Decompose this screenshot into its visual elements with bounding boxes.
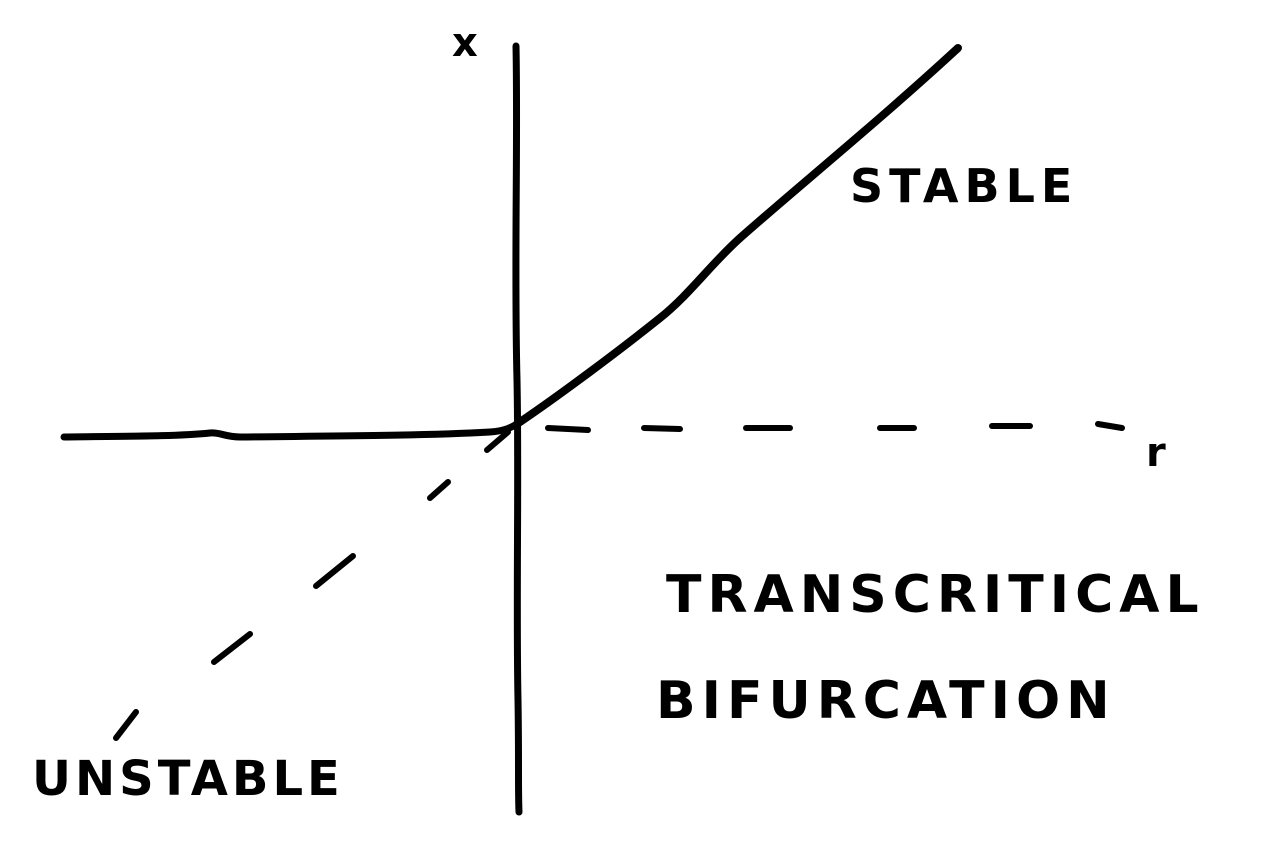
unstable-branch-zero <box>545 421 1125 433</box>
stable-label: STABLE <box>850 159 1078 213</box>
unstable-branch-x-equals-r <box>113 429 511 741</box>
vertical-axis <box>512 42 523 816</box>
title-line-2: BIFURCATION <box>656 671 1116 731</box>
stable-branch-x-equals-r <box>513 44 962 428</box>
stable-branch-zero <box>60 420 521 441</box>
horizontal-axis-label: r <box>1146 430 1166 476</box>
vertical-axis-label: x <box>452 20 478 66</box>
unstable-label: UNSTABLE <box>32 751 344 807</box>
title-line-1: TRANSCRITICAL <box>666 565 1205 625</box>
